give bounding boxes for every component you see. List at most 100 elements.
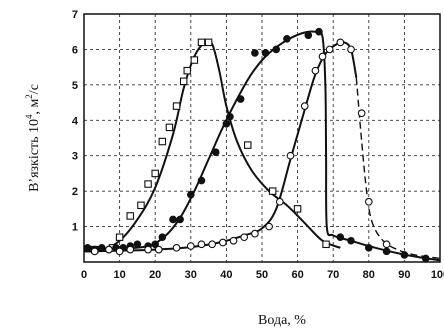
data-point-open-circle (318, 52, 327, 61)
data-point-square (144, 180, 152, 188)
data-point-square (137, 201, 145, 210)
data-point-filled-circle (83, 244, 92, 252)
data-point-filled-circle (236, 95, 245, 103)
data-point-square (293, 205, 302, 213)
data-point-square (115, 233, 124, 241)
data-point-open-circle (251, 229, 259, 238)
data-point-filled-circle (382, 247, 391, 256)
data-point-filled-circle (226, 112, 234, 121)
data-point-open-circle (172, 243, 181, 252)
y-tick-label: 5 (72, 80, 78, 92)
data-point-filled-circle (315, 27, 323, 36)
data-point-open-circle (275, 197, 284, 206)
data-point-square (179, 77, 188, 86)
data-point-filled-circle (98, 244, 106, 252)
data-point-open-circle (300, 102, 309, 110)
y-tick-label: 6 (72, 44, 78, 56)
data-point-square (172, 102, 181, 110)
data-point-square (151, 169, 159, 178)
data-point-open-circle (336, 38, 345, 47)
data-point-square (322, 240, 330, 249)
x-tick-label: 20 (149, 269, 161, 281)
data-point-square (165, 123, 174, 132)
data-point-filled-circle (251, 49, 259, 57)
x-tick-label: 90 (398, 269, 410, 281)
y-tick-label: 2 (72, 186, 78, 198)
data-point-square (268, 187, 277, 195)
x-tick-label: 40 (220, 269, 232, 281)
data-point-filled-circle (222, 120, 231, 128)
y-axis-label-unit-exp: 2 (24, 94, 34, 99)
data-point-filled-circle (261, 49, 270, 57)
data-point-open-circle (144, 245, 152, 254)
data-point-filled-circle (211, 148, 220, 156)
x-tick-label: 100 (431, 269, 444, 281)
data-point-filled-circle (347, 236, 355, 245)
data-point-open-circle (229, 236, 238, 245)
data-point-open-circle (105, 245, 113, 254)
plot-frame (83, 13, 441, 263)
data-point-filled-circle (421, 254, 430, 263)
data-point-open-circle (115, 247, 124, 256)
data-points (83, 27, 430, 263)
data-point-filled-circle (169, 215, 177, 224)
tick-labels: 0 10 20 30 40 50 60 70 80 90 100 1 2 3 4 5 6 7 (72, 9, 444, 281)
data-point-filled-circle (336, 233, 345, 241)
data-point-filled-circle (272, 45, 281, 54)
data-point-filled-circle (197, 176, 206, 185)
data-point-open-circle (186, 242, 195, 250)
data-point-open-circle (311, 66, 320, 75)
data-point-open-circle (347, 45, 355, 54)
x-tick-label: 80 (363, 269, 375, 281)
data-point-square (158, 137, 167, 146)
data-point-open-circle (126, 245, 135, 254)
x-axis-label: Вода, % (258, 313, 306, 328)
series-3-dashed-curve (355, 77, 441, 260)
data-point-open-circle (208, 240, 217, 249)
y-tick-label: 4 (72, 115, 79, 127)
data-point-open-circle (90, 247, 99, 256)
y-axis-label-exp: 4 (24, 114, 34, 119)
data-point-square (204, 38, 213, 47)
data-point-square (183, 66, 191, 75)
data-point-open-circle (357, 109, 366, 118)
data-point-square (126, 212, 135, 220)
data-point-square (197, 38, 206, 47)
x-tick-label: 0 (81, 269, 87, 281)
data-point-filled-circle (187, 190, 195, 199)
grid (84, 14, 440, 262)
data-point-filled-circle (133, 240, 142, 249)
data-point-open-circle (325, 45, 334, 54)
data-point-open-circle (197, 240, 206, 249)
data-point-square (244, 141, 252, 149)
y-axis-label-tail: /с (27, 84, 42, 94)
y-tick-label: 7 (72, 9, 78, 21)
x-tick-label: 30 (185, 269, 197, 281)
x-tick-label: 60 (291, 269, 303, 281)
data-point-open-circle (364, 197, 373, 206)
data-point-filled-circle (283, 35, 291, 43)
x-tick-label: 50 (256, 269, 268, 281)
series-1-curve (83, 39, 341, 253)
x-tick-label: 70 (327, 269, 339, 281)
y-axis-label-unit: , м (27, 99, 42, 115)
y-axis-label-main: В’язкість 10 (27, 119, 42, 192)
x-tick-label: 10 (113, 269, 125, 281)
data-point-open-circle (286, 151, 295, 160)
data-point-filled-circle (176, 215, 184, 224)
data-point-open-circle (240, 233, 249, 242)
data-point-open-circle (154, 245, 163, 254)
data-point-filled-circle (158, 233, 167, 241)
data-point-open-circle (218, 238, 227, 247)
data-point-filled-circle (151, 240, 159, 249)
data-point-filled-circle (304, 31, 313, 40)
data-point-square (190, 56, 199, 64)
y-tick-label: 3 (72, 151, 78, 163)
y-axis-label: В’язкість 104, м2/с (24, 84, 42, 192)
data-point-open-circle (382, 240, 391, 249)
data-point-filled-circle (365, 244, 373, 252)
y-tick-label: 1 (72, 222, 78, 234)
data-point-open-circle (265, 222, 273, 231)
data-point-filled-circle (400, 251, 409, 259)
